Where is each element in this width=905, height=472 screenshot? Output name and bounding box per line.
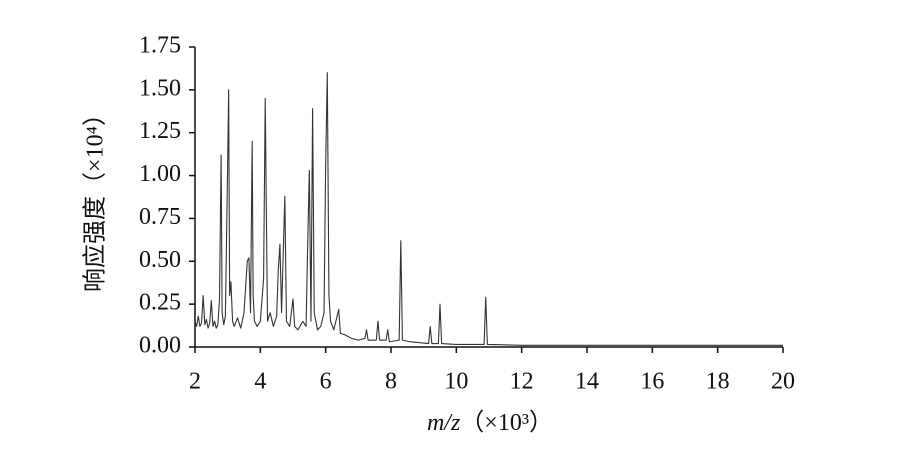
x-tick-label: 6 — [320, 369, 332, 395]
y-tick-label: 1.75 — [139, 33, 181, 59]
spectrum-line — [194, 72, 783, 346]
x-axis-label: m/z（×10³） — [427, 410, 553, 436]
y-tick-label: 0.75 — [139, 204, 181, 230]
x-tick-label: 14 — [575, 369, 599, 395]
x-axis-label-unit: m/z — [427, 410, 461, 436]
x-tick-label: 4 — [254, 369, 266, 395]
x-tick-label: 18 — [706, 369, 730, 395]
x-axis-label-scale: （×10³） — [460, 410, 553, 436]
y-tick-label: 1.00 — [139, 161, 181, 187]
x-tick-label: 12 — [510, 369, 534, 395]
x-tick-label: 8 — [385, 369, 397, 395]
y-tick-label: 1.50 — [139, 75, 181, 101]
x-tick-label: 10 — [444, 369, 468, 395]
x-tick-label: 2 — [189, 369, 201, 395]
x-tick-label: 16 — [640, 369, 664, 395]
y-axis-label: 响应强度（×10⁴） — [82, 102, 109, 292]
y-tick-label: 0.00 — [139, 333, 181, 359]
y-tick-label: 0.50 — [139, 247, 181, 273]
y-tick-label: 0.25 — [139, 290, 181, 316]
x-tick-label: 20 — [771, 369, 795, 395]
y-tick-label: 1.25 — [139, 118, 181, 144]
